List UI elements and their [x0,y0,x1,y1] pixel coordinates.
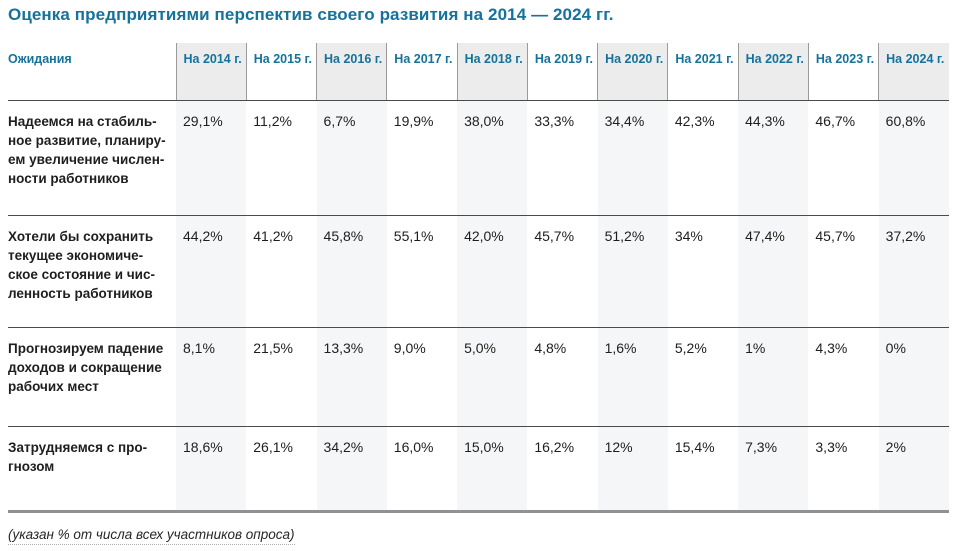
column-header-year: На 2014 г. [175,43,247,101]
table-cell: 8,1% [176,326,247,426]
table-cell: 18,6% [176,425,247,511]
table-cell: 3,3% [808,425,879,511]
column-header-year: На 2022 г. [737,43,809,101]
row-label: Прогнозируем падение доходов и сокращени… [8,326,176,426]
table-cell: 4,8% [527,326,598,426]
column-header-year: На 2016 г. [316,43,387,101]
table-row: Надеемся на стабиль- ное развитие, плани… [8,99,949,215]
table-cell: 34% [667,214,739,327]
table-cell: 6,7% [316,99,387,215]
column-header-year: На 2024 г. [878,43,949,101]
table-body: Надеемся на стабиль- ное развитие, плани… [8,99,949,511]
table-row: Затрудняемся с про- гнозом 18,6% 26,1% 34,2… [8,425,949,511]
table-cell: 7,3% [738,425,809,511]
column-header-year: На 2021 г. [667,43,739,101]
table-cell: 13,3% [316,326,387,426]
table-cell: 47,4% [738,214,809,327]
column-header-year: На 2018 г. [456,43,528,101]
table-cell: 45,8% [316,214,387,327]
column-header-year: На 2017 г. [386,43,458,101]
table-cell: 5,2% [667,326,739,426]
table-cell: 34,4% [597,99,668,215]
table-cell: 1,6% [597,326,668,426]
page-title: Оценка предприятиями перспектив своего р… [8,5,614,24]
column-header-year: На 2015 г. [245,43,317,101]
column-header-expectations: Ожидания [8,43,176,101]
table-cell: 44,2% [176,214,247,327]
table-cell: 19,9% [386,99,458,215]
table-row: Хотели бы сохранить текущее экономиче- с… [8,214,949,327]
table-cell: 2% [878,425,949,511]
table-cell: 21,5% [246,326,317,426]
table-cell: 44,3% [738,99,809,215]
table-cell: 55,1% [386,214,458,327]
table-cell: 37,2% [878,214,949,327]
survey-results-table: Ожидания На 2014 г. На 2015 г. На 2016 г. На… [8,43,949,513]
table-row: Прогнозируем падение доходов и сокращени… [8,326,949,426]
column-header-year: На 2020 г. [597,43,668,101]
table-cell: 4,3% [808,326,879,426]
table-cell: 15,4% [667,425,739,511]
footnote-container: (указан % от числа всех участников опрос… [8,526,949,545]
table-cell: 0% [878,326,949,426]
column-header-year: На 2023 г. [807,43,879,101]
header-row: Ожидания На 2014 г. На 2015 г. На 2016 г. На… [8,43,949,101]
row-label: Затрудняемся с про- гнозом [8,425,176,511]
table-cell: 11,2% [246,99,317,215]
row-label: Надеемся на стабиль- ное развитие, плани… [8,99,176,215]
table-cell: 42,0% [457,214,528,327]
table-cell: 60,8% [878,99,949,215]
column-header-year: На 2019 г. [526,43,598,101]
table-cell: 34,2% [316,425,387,511]
table-cell: 9,0% [386,326,458,426]
table-cell: 42,3% [667,99,739,215]
footnote: (указан % от числа всех участников опрос… [8,527,295,545]
table-cell: 16,2% [527,425,598,511]
table-cell: 38,0% [457,99,528,215]
table-cell: 29,1% [176,99,247,215]
table-cell: 41,2% [246,214,317,327]
table-cell: 16,0% [386,425,458,511]
row-label: Хотели бы сохранить текущее экономиче- с… [8,214,176,327]
table-cell: 5,0% [457,326,528,426]
table-header: Ожидания На 2014 г. На 2015 г. На 2016 г. На… [8,43,949,101]
table-cell: 1% [738,326,809,426]
table-cell: 15,0% [457,425,528,511]
table-cell: 45,7% [808,214,879,327]
table-cell: 51,2% [597,214,668,327]
table-cell: 45,7% [527,214,598,327]
table-cell: 46,7% [808,99,879,215]
table-cell: 33,3% [527,99,598,215]
table-cell: 12% [597,425,668,511]
table-cell: 26,1% [246,425,317,511]
